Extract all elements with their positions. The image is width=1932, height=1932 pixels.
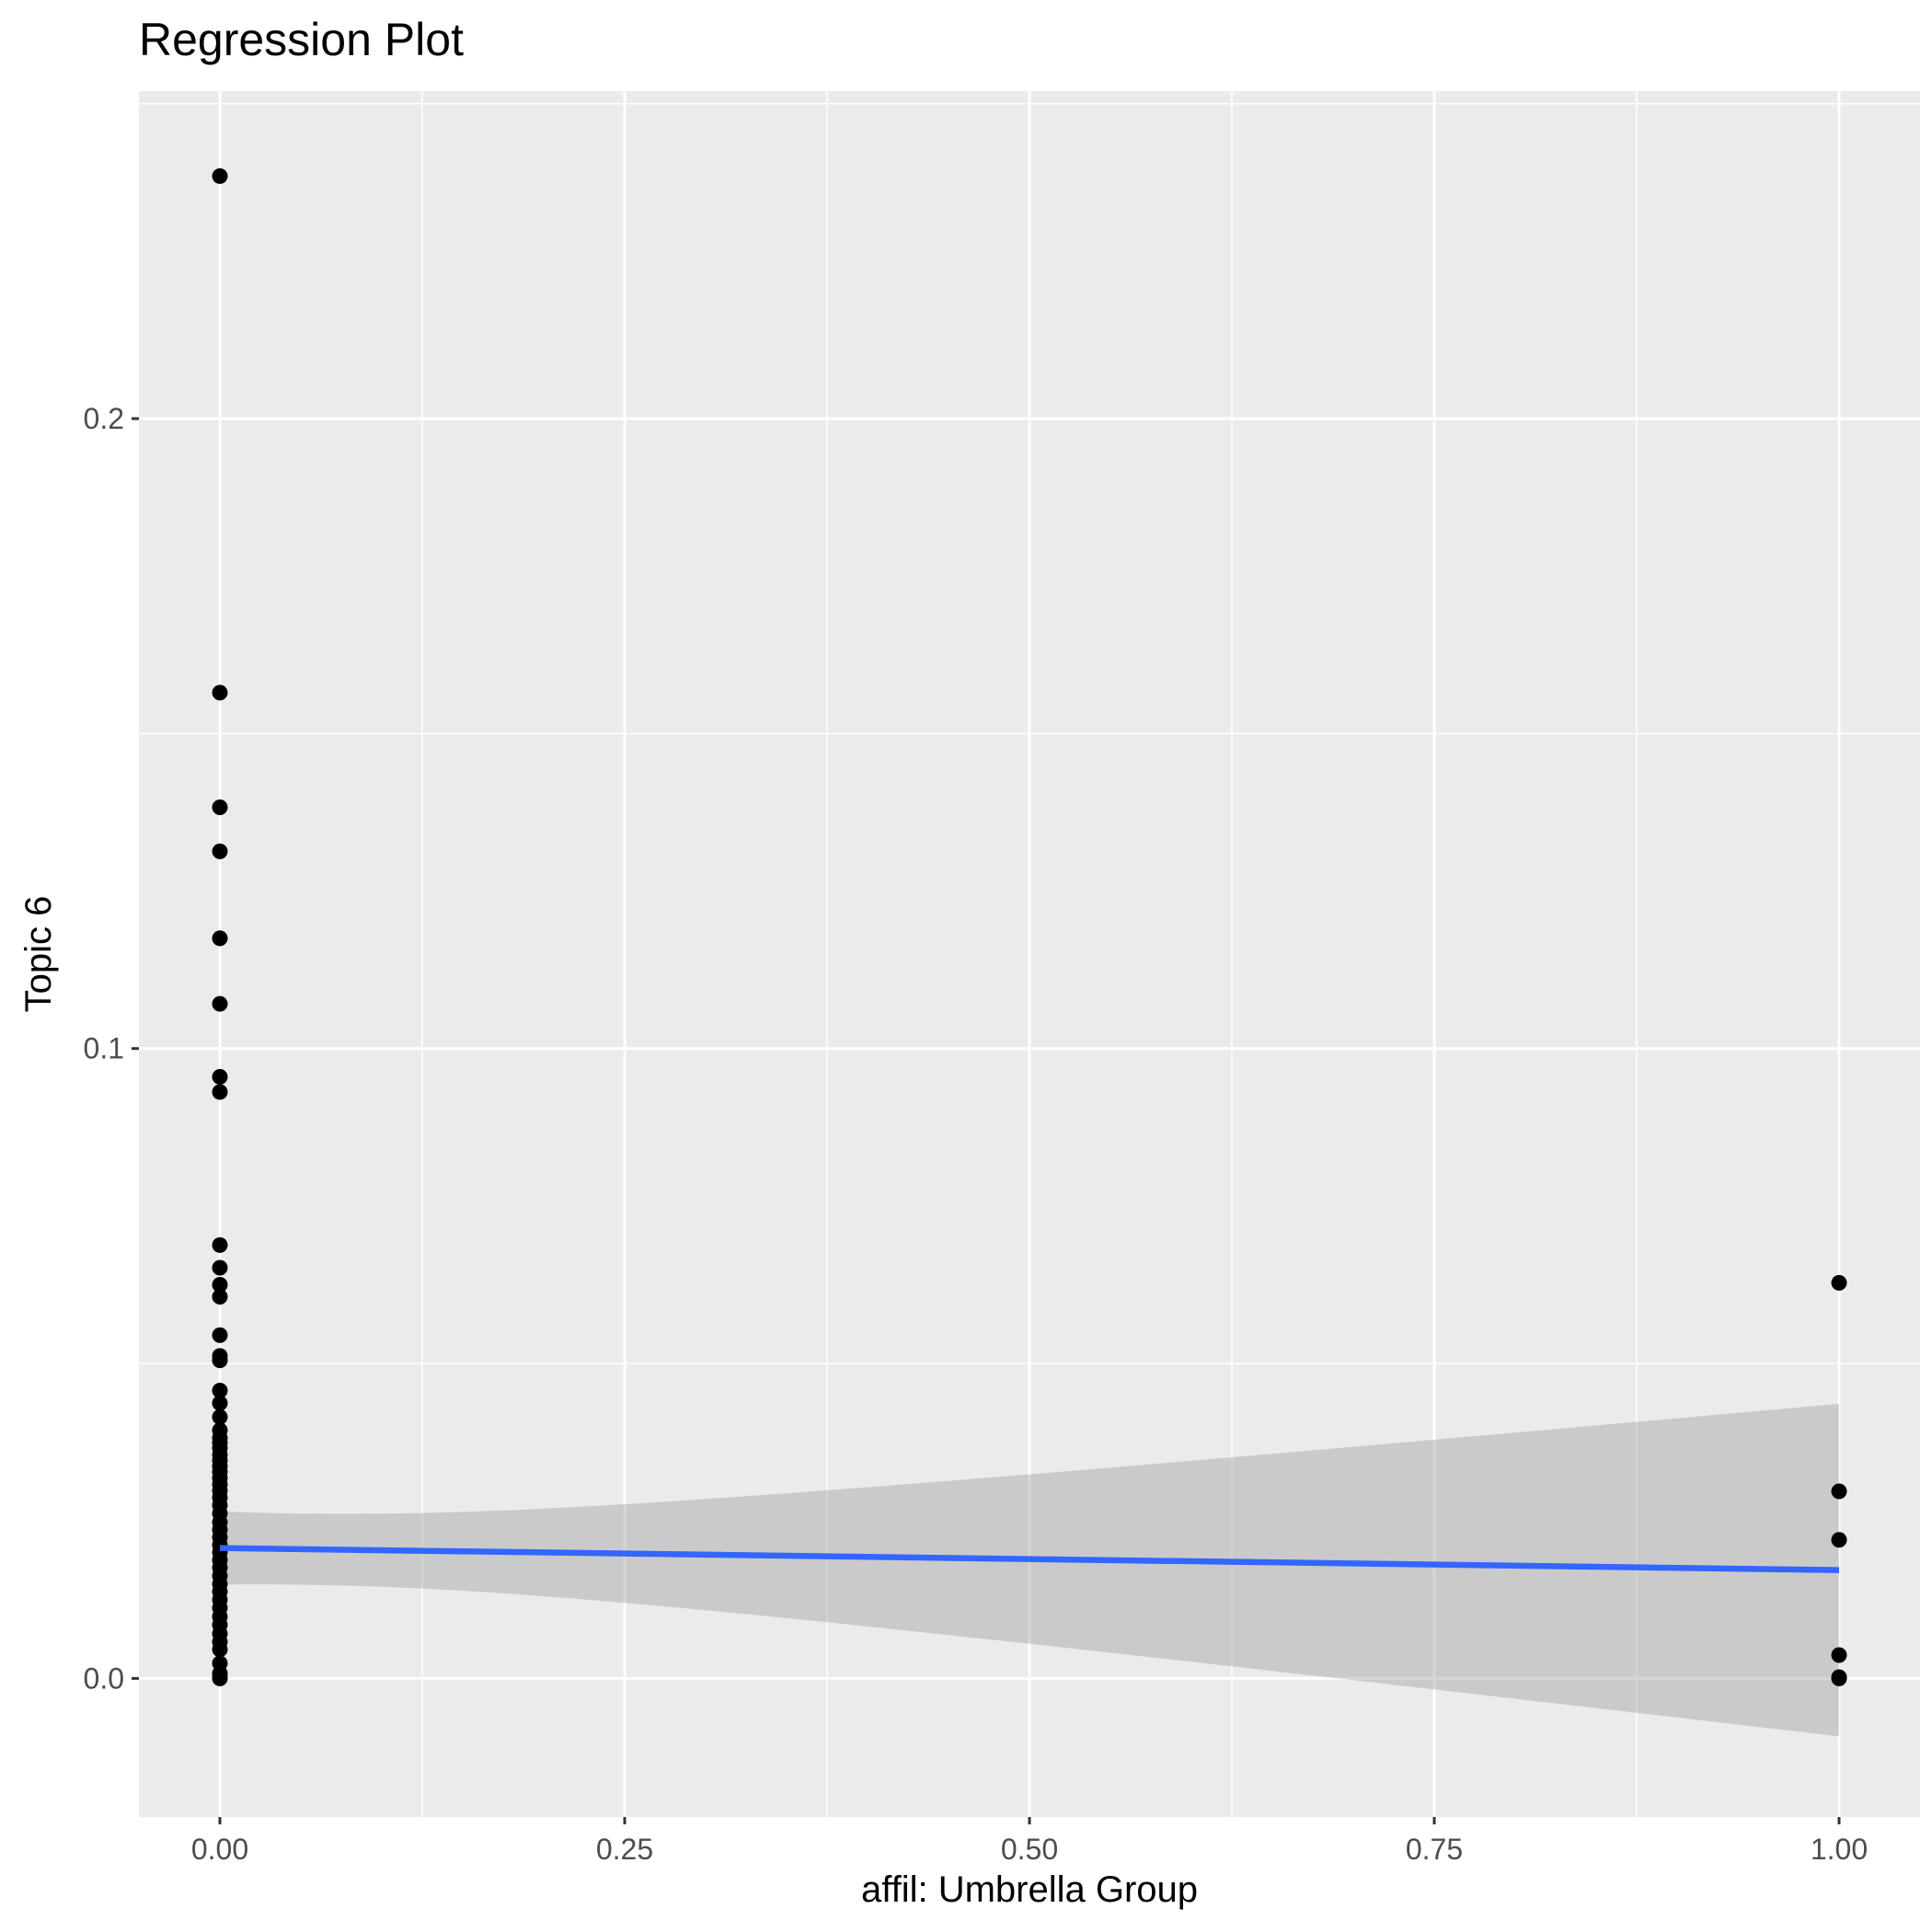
data-point (212, 1395, 228, 1411)
chart-title: Regression Plot (139, 14, 464, 65)
x-tick-label: 1.00 (1811, 1833, 1868, 1866)
data-point (212, 995, 228, 1012)
regression-line-layer (219, 1545, 1840, 1573)
x-axis: 0.00 0.25 0.50 0.75 1.00 (191, 1817, 1868, 1866)
data-point (212, 1288, 228, 1305)
confidence-ribbon (220, 1403, 1839, 1737)
x-tick-label: 0.50 (1001, 1833, 1058, 1866)
y-axis: 0.0 0.1 0.2 (84, 402, 139, 1695)
data-point (1831, 1532, 1847, 1548)
y-tick-label: 0.1 (84, 1032, 124, 1065)
data-point (212, 930, 228, 947)
y-tick-label: 0.2 (84, 402, 124, 435)
x-axis-title: affil: Umbrella Group (861, 1869, 1198, 1910)
data-point (212, 1382, 228, 1398)
data-points (212, 167, 1847, 1686)
data-point (1831, 1670, 1847, 1686)
confidence-band (220, 1403, 1839, 1737)
data-point (1831, 1483, 1847, 1500)
x-tick-label: 0.25 (596, 1833, 653, 1866)
data-point (212, 1276, 228, 1293)
data-point (212, 1259, 228, 1276)
data-point (212, 1327, 228, 1343)
data-point (212, 1641, 228, 1658)
data-point (212, 684, 228, 701)
data-point (212, 1352, 228, 1369)
regression-line (219, 1545, 1840, 1573)
data-point (212, 1236, 228, 1253)
x-tick-label: 0.75 (1406, 1833, 1463, 1866)
data-point (212, 799, 228, 815)
data-point (1831, 1274, 1847, 1291)
data-point (212, 1409, 228, 1425)
x-tick-label: 0.00 (191, 1833, 248, 1866)
data-point (1831, 1647, 1847, 1663)
data-point (212, 843, 228, 859)
y-tick-label: 0.0 (84, 1662, 124, 1695)
data-point (212, 1084, 228, 1100)
y-axis-title: Topic 6 (18, 896, 59, 1013)
grid-major-lines (139, 91, 1920, 1817)
data-point (212, 1069, 228, 1086)
data-point (212, 1670, 228, 1686)
data-point (212, 167, 228, 184)
